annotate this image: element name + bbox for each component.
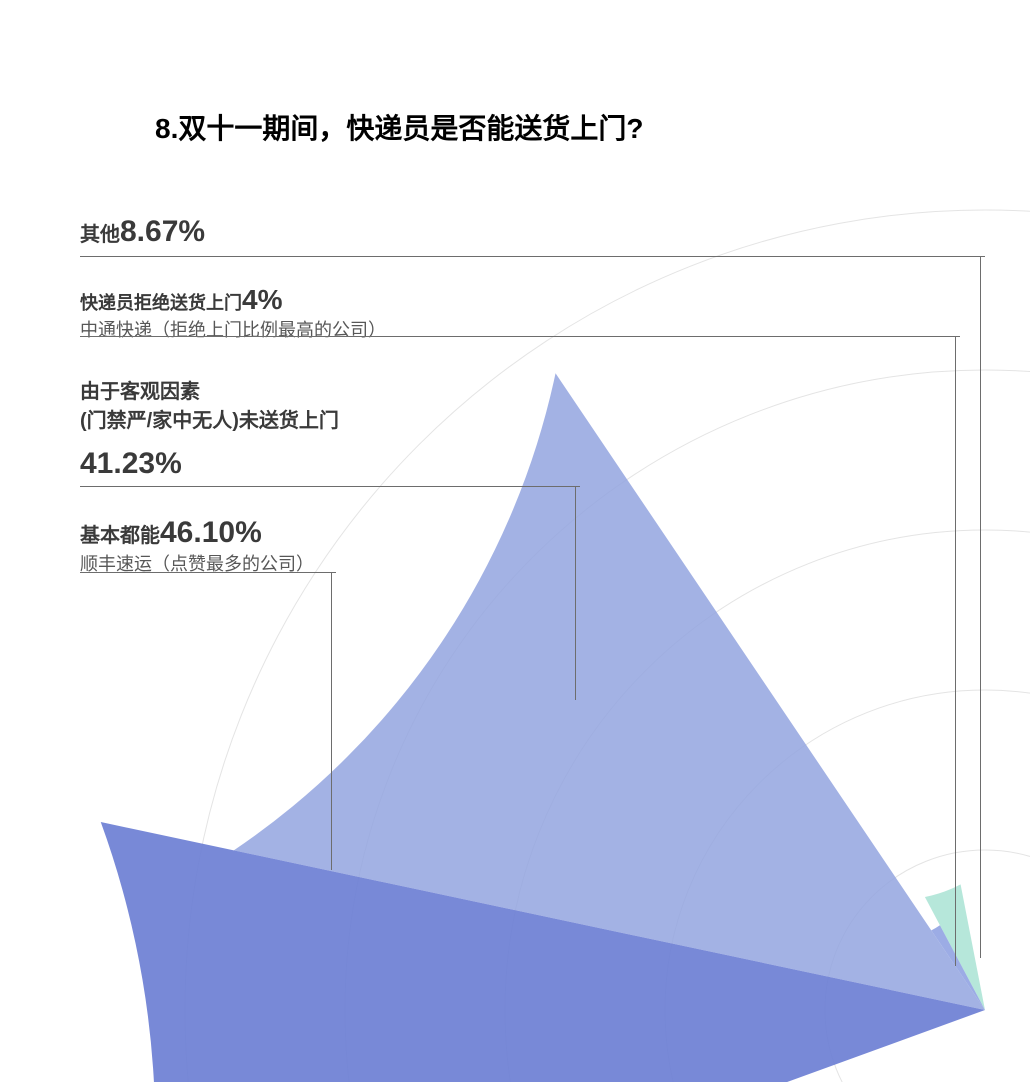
label-basic-prefix: 基本都能 [80,525,160,547]
label-basic-leader [331,572,332,870]
label-other-underline [80,256,985,257]
label-refuse-prefix: 快递员拒绝送货上门 [80,293,242,313]
label-refuse: 快递员拒绝送货上门4% 中通快递（拒绝上门比例最高的公司） [80,284,386,342]
label-basic: 基本都能46.10% 顺丰速运（点赞最多的公司） [80,516,314,576]
label-objective-leader [575,486,576,700]
label-objective-line1: 由于客观因素 [80,378,339,407]
label-basic-pct: 46.10% [160,516,262,549]
label-other-pct: 8.67% [120,215,205,248]
label-refuse-underline [80,336,960,337]
label-refuse-sub: 中通快递（拒绝上门比例最高的公司） [80,316,386,342]
label-objective-line2: (门禁严/家中无人)未送货上门 [80,407,339,436]
label-other-prefix: 其他 [80,224,120,246]
label-objective-underline [80,486,580,487]
label-objective-pct: 41.23% [80,442,339,486]
label-refuse-pct: 4% [242,284,282,315]
label-other: 其他8.67% [80,215,205,249]
label-refuse-leader [955,336,956,966]
label-basic-underline [80,572,336,573]
label-other-leader [980,256,981,958]
label-objective: 由于客观因素 (门禁严/家中无人)未送货上门 41.23% [80,378,339,486]
